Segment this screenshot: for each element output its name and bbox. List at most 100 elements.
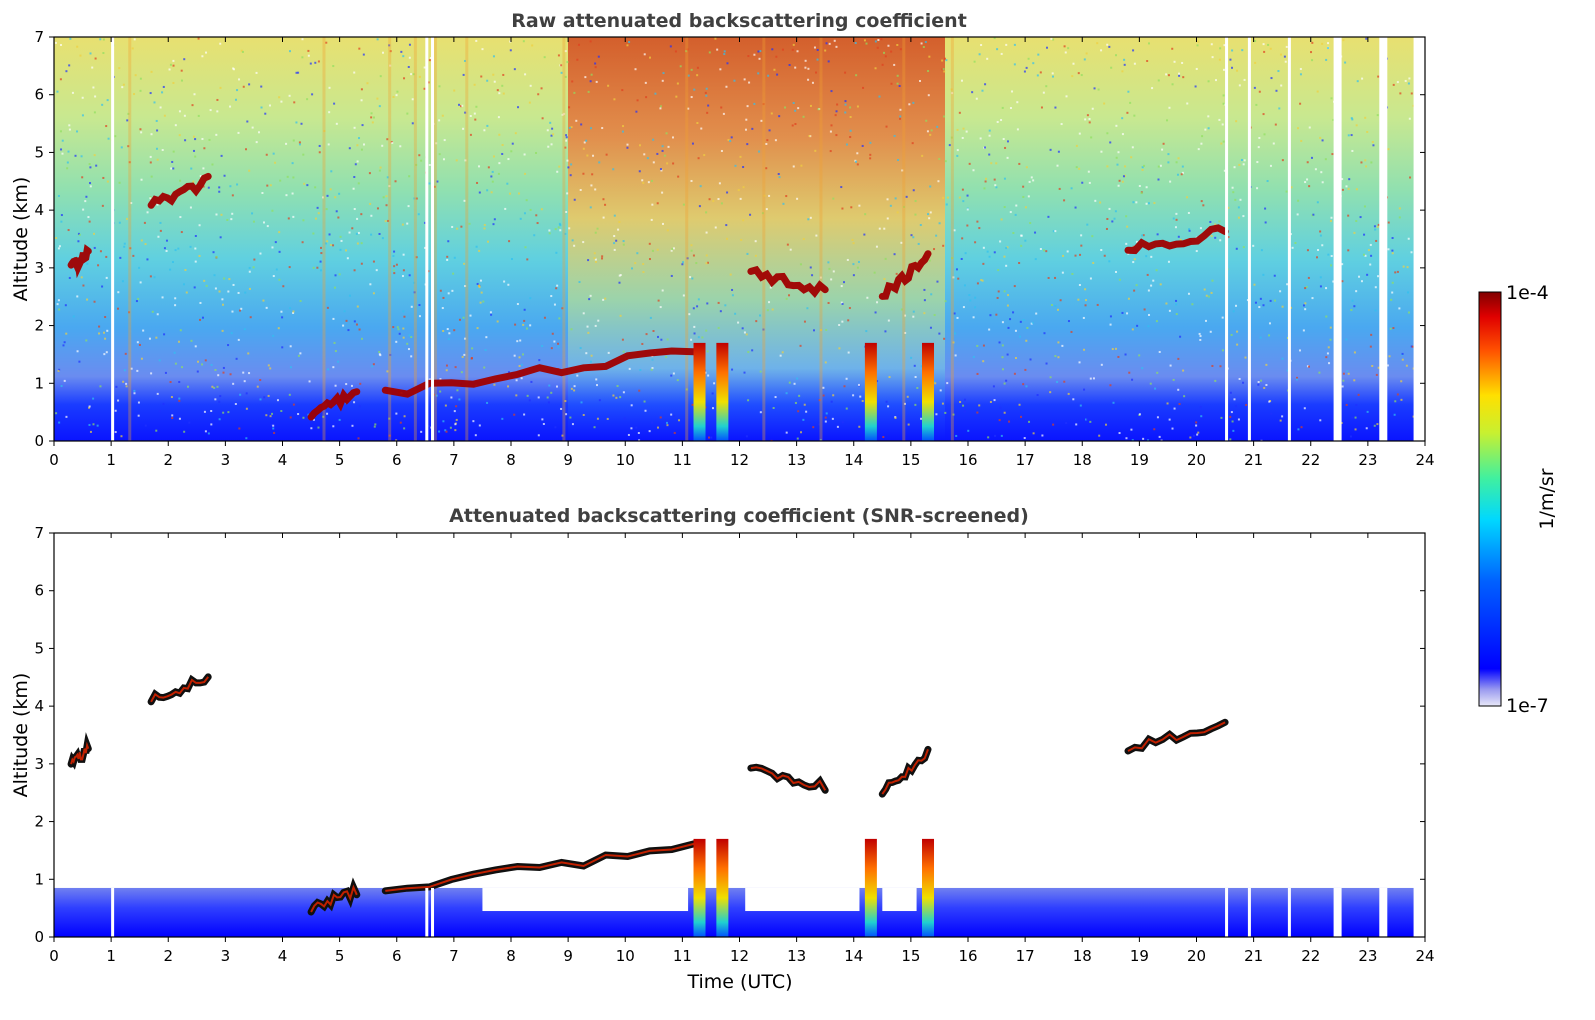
panel1-noise-pixel xyxy=(705,94,708,97)
panel1-noise-pixel xyxy=(652,161,655,164)
panel1-noise-pixel xyxy=(345,383,348,386)
panel1-noise-pixel xyxy=(825,328,828,331)
panel1-noise-pixel xyxy=(1202,204,1205,207)
panel1-noise-pixel xyxy=(748,81,751,84)
panel1-noise-pixel xyxy=(174,297,177,300)
panel1-noise-pixel xyxy=(1057,356,1060,359)
panel1-noise-pixel xyxy=(194,155,197,158)
panel1-noise-pixel xyxy=(747,55,750,58)
panel1-noise-pixel xyxy=(95,164,98,167)
panel1-noise-pixel xyxy=(615,396,618,399)
panel1-noise-pixel xyxy=(1265,383,1268,386)
panel1-noise-pixel xyxy=(630,404,633,407)
panel1-noise-pixel xyxy=(954,332,957,335)
panel1-noise-pixel xyxy=(529,208,532,211)
panel1-noise-pixel xyxy=(1281,415,1284,418)
panel1-noise-pixel xyxy=(1161,148,1164,151)
panel1-noise-pixel xyxy=(1366,273,1369,276)
panel1-noise-pixel xyxy=(933,419,936,422)
panel1-noise-pixel xyxy=(478,249,481,252)
panel1-noise-pixel xyxy=(220,213,223,216)
panel1-noise-pixel xyxy=(849,136,852,139)
panel1-noise-pixel xyxy=(672,372,675,375)
panel1-noise-pixel xyxy=(765,208,768,211)
panel1-noise-pixel xyxy=(197,114,200,117)
panel1-noise-pixel xyxy=(81,176,84,179)
panel1-noise-pixel xyxy=(1177,157,1180,160)
panel1-noise-pixel xyxy=(1171,83,1174,86)
panel1-noise-pixel xyxy=(1341,280,1344,283)
panel1-noise-pixel xyxy=(199,174,202,177)
panel1-noise-pixel xyxy=(203,410,206,413)
panel1-noise-pixel xyxy=(1001,344,1004,347)
panel1-ytick-label: 6 xyxy=(34,86,44,104)
panel1-noise-pixel xyxy=(1388,355,1391,358)
panel1-noise-pixel xyxy=(185,291,188,294)
panel1-noise-pixel xyxy=(172,59,175,62)
panel1-noise-pixel xyxy=(1369,243,1372,246)
panel1-noise-pixel xyxy=(483,223,486,226)
panel1-noise-pixel xyxy=(807,218,810,221)
panel1-noise-pixel xyxy=(1300,426,1303,429)
panel1-noise-pixel xyxy=(957,277,960,280)
panel1-noise-pixel xyxy=(697,336,700,339)
panel1-noise-pixel xyxy=(1372,144,1375,147)
panel1-xtick-label: 21 xyxy=(1244,451,1263,469)
panel1-noise-pixel xyxy=(983,187,986,190)
panel1-noise-pixel xyxy=(120,146,123,149)
panel1-noise-pixel xyxy=(1028,420,1031,423)
panel1-noise-pixel xyxy=(1306,178,1309,181)
panel1-noise-pixel xyxy=(1285,190,1288,193)
panel1-noise-pixel xyxy=(1018,403,1021,406)
panel1-noise-pixel xyxy=(183,430,186,433)
panel1-noise-pixel xyxy=(1080,244,1083,247)
panel1-noise-pixel xyxy=(269,415,272,418)
panel1-noise-pixel xyxy=(869,157,872,160)
panel1-noise-pixel xyxy=(566,61,569,64)
panel1-noise-pixel xyxy=(834,114,837,117)
panel1-noise-pixel xyxy=(402,327,405,330)
panel1-noise-pixel xyxy=(579,188,582,191)
panel1-noise-pixel xyxy=(941,59,944,62)
panel1-noise-pixel xyxy=(272,275,275,278)
panel1-noise-pixel xyxy=(1114,210,1117,213)
panel1-noise-pixel xyxy=(1186,102,1189,105)
panel1-noise-pixel xyxy=(1263,133,1266,136)
panel2-precip-column xyxy=(716,838,729,937)
panel1-noise-pixel xyxy=(710,436,713,439)
panel1-noise-pixel xyxy=(1234,198,1237,201)
panel1-noise-pixel xyxy=(626,146,629,149)
panel1-noise-pixel xyxy=(1306,161,1309,164)
panel1-noise-pixel xyxy=(933,248,936,251)
panel1-noise-pixel xyxy=(843,281,846,284)
panel1-noise-pixel xyxy=(1311,41,1314,44)
panel1-noise-pixel xyxy=(1347,372,1350,375)
panel1-noise-pixel xyxy=(1235,304,1238,307)
panel2-xtick-label: 18 xyxy=(1073,947,1092,965)
panel1-noise-pixel xyxy=(1103,102,1106,105)
panel1-noise-pixel xyxy=(951,257,954,260)
panel1-noise-pixel xyxy=(849,106,852,109)
panel1-noise-pixel xyxy=(1052,230,1055,233)
panel1-noise-pixel xyxy=(661,191,664,194)
panel1-noise-pixel xyxy=(149,92,152,95)
panel1-noise-pixel xyxy=(564,75,567,78)
panel1-noise-pixel xyxy=(962,200,965,203)
panel1-noise-pixel xyxy=(1029,222,1032,225)
panel1-noise-pixel xyxy=(523,153,526,156)
panel1-noise-pixel xyxy=(1147,289,1150,292)
panel1-noise-pixel xyxy=(788,294,791,297)
panel1-noise-pixel xyxy=(1165,302,1168,305)
panel1-noise-pixel xyxy=(1377,366,1380,369)
panel1-noise-pixel xyxy=(858,204,861,207)
panel1-noise-pixel xyxy=(1029,358,1032,361)
panel1-noise-pixel xyxy=(178,397,181,400)
panel1-noise-pixel xyxy=(1171,47,1174,50)
panel1-noise-pixel xyxy=(835,45,838,48)
panel1-noise-pixel xyxy=(150,70,153,73)
panel1-noise-pixel xyxy=(1142,234,1145,237)
panel1-noise-pixel xyxy=(388,417,391,420)
panel1-noise-pixel xyxy=(1262,113,1265,116)
panel1-noise-pixel xyxy=(656,152,659,155)
panel1-noise-pixel xyxy=(1405,364,1408,367)
